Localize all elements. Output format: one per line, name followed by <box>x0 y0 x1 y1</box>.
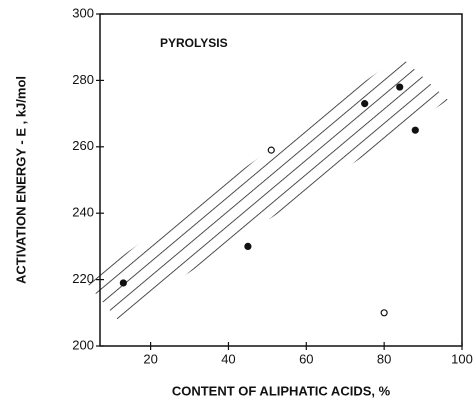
plot-frame <box>99 13 463 347</box>
x-axis-label: CONTENT OF ALIPHATIC ACIDS, % <box>172 383 391 398</box>
y-tick-label: 300 <box>72 5 94 20</box>
y-tick-label: 240 <box>72 205 94 220</box>
y-tick-label: 200 <box>72 337 94 352</box>
hatched-band <box>86 56 448 320</box>
x-tick-label: 20 <box>143 351 157 366</box>
filled-point <box>396 83 404 91</box>
open-point <box>380 309 388 317</box>
x-tick-label: 100 <box>451 351 473 366</box>
filled-point <box>119 279 127 287</box>
y-tick-label: 280 <box>72 72 94 87</box>
filled-point <box>411 126 419 134</box>
annotation: PYROLYSIS <box>160 36 228 50</box>
filled-point <box>244 242 252 250</box>
y-axis-label: ACTIVATION ENERGY - E , kJ/mol <box>13 76 28 284</box>
x-tick-label: 40 <box>221 351 235 366</box>
filled-point <box>361 100 369 108</box>
open-point <box>267 146 275 154</box>
y-tick-label: 260 <box>72 138 94 153</box>
x-tick-label: 60 <box>299 351 313 366</box>
x-tick-label: 80 <box>377 351 391 366</box>
y-tick-label: 220 <box>72 271 94 286</box>
